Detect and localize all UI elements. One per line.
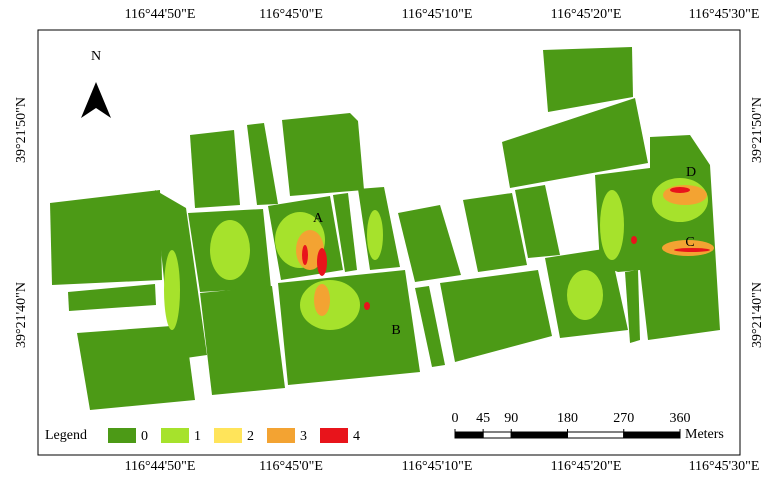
scale-unit: Meters	[685, 427, 724, 442]
scale-label: 45	[476, 411, 490, 426]
longitude-label: 116°44'50"E	[125, 7, 196, 22]
patch	[631, 236, 637, 244]
patch	[210, 220, 250, 280]
scale-segment	[568, 432, 624, 438]
longitude-label: 116°44'50"E	[125, 459, 196, 474]
scale-segment	[511, 432, 567, 438]
legend-swatch	[320, 428, 348, 443]
longitude-label: 116°45'0"E	[259, 7, 323, 22]
legend-swatch	[161, 428, 189, 443]
patch	[317, 248, 327, 276]
patch	[364, 302, 370, 310]
field	[50, 190, 162, 285]
scale-segment	[455, 432, 483, 438]
patch	[302, 245, 308, 265]
scale-label: 360	[670, 411, 691, 426]
legend-label: 0	[141, 429, 148, 444]
longitude-label: 116°45'30"E	[689, 459, 760, 474]
longitude-label: 116°45'0"E	[259, 459, 323, 474]
legend-title: Legend	[45, 428, 87, 443]
patch	[314, 284, 330, 316]
scale-label: 270	[613, 411, 634, 426]
patch	[567, 270, 603, 320]
longitude-label: 116°45'20"E	[551, 459, 622, 474]
latitude-label: 39°21'40"N	[14, 282, 29, 348]
patch	[367, 210, 383, 260]
longitude-label: 116°45'10"E	[402, 7, 473, 22]
field-label: C	[685, 235, 694, 250]
patch	[164, 250, 180, 330]
field	[200, 286, 285, 395]
scale-segment	[624, 432, 680, 438]
field-label: B	[391, 323, 400, 338]
legend-label: 4	[353, 429, 360, 444]
patch	[300, 280, 360, 330]
scale-segment	[483, 432, 511, 438]
patch	[600, 190, 624, 260]
latitude-label: 39°21'50"N	[750, 97, 765, 163]
field	[282, 113, 364, 196]
latitude-label: 39°21'40"N	[750, 282, 765, 348]
legend-label: 1	[194, 429, 201, 444]
north-label: N	[91, 49, 101, 64]
legend-swatch	[267, 428, 295, 443]
legend-label: 3	[300, 429, 307, 444]
legend-swatch	[108, 428, 136, 443]
field	[190, 130, 240, 208]
scale-label: 0	[452, 411, 459, 426]
field-label: D	[686, 165, 696, 180]
legend-swatch	[214, 428, 242, 443]
scale-label: 90	[504, 411, 518, 426]
longitude-label: 116°45'10"E	[402, 459, 473, 474]
map: N A B C D Legend 116°44'50"E116°45'0"E11…	[0, 0, 782, 481]
longitude-label: 116°45'20"E	[551, 7, 622, 22]
field-label: A	[313, 211, 324, 226]
longitude-label: 116°45'30"E	[689, 7, 760, 22]
latitude-label: 39°21'50"N	[14, 97, 29, 163]
patch	[670, 187, 690, 193]
legend-label: 2	[247, 429, 254, 444]
scale-label: 180	[557, 411, 578, 426]
